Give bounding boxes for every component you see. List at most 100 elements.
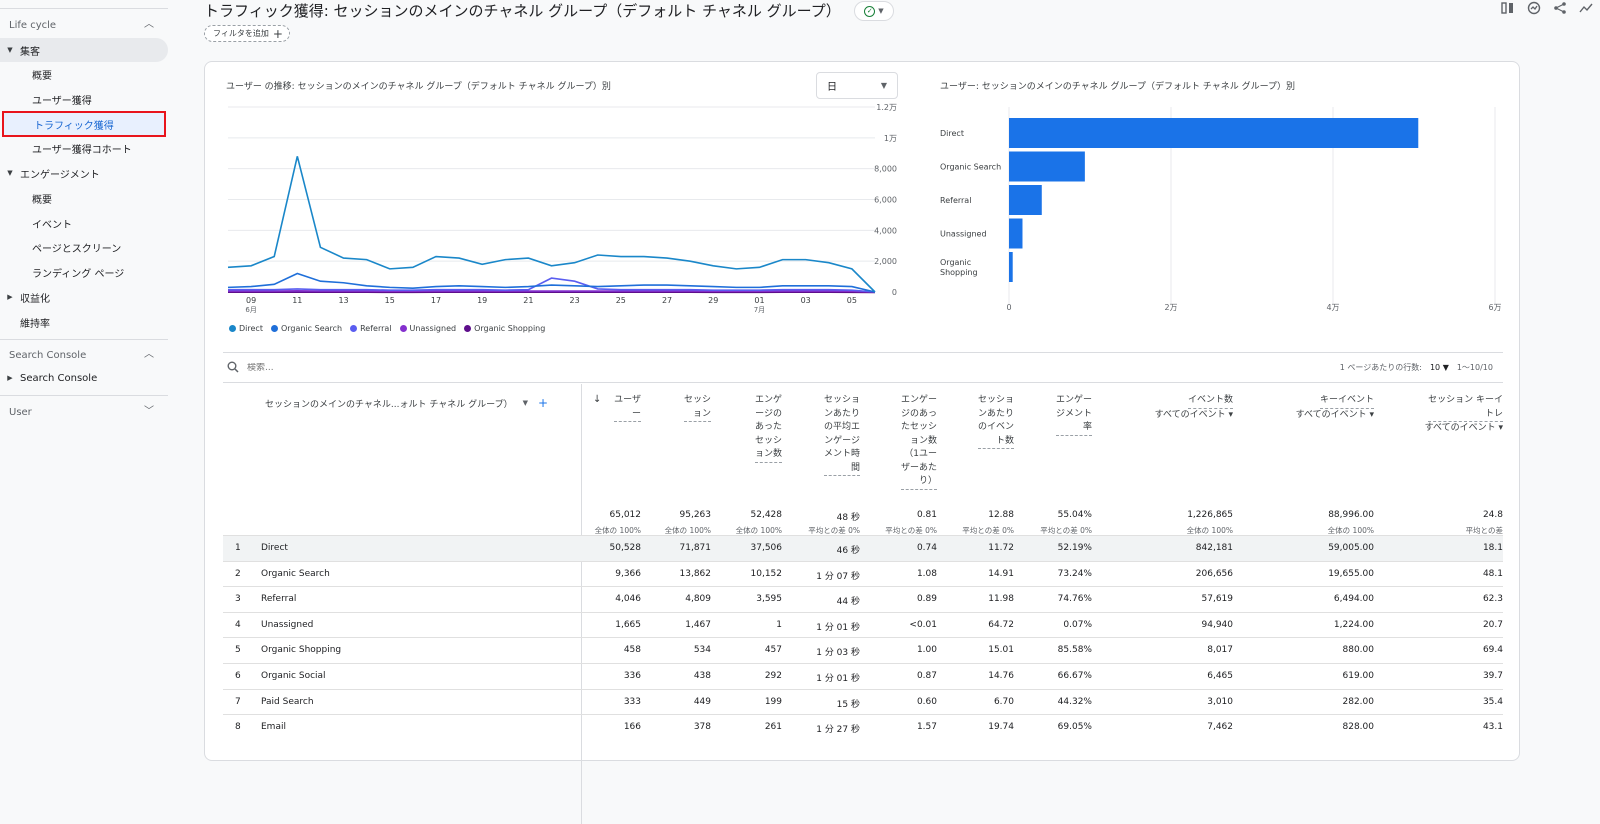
cell-value: 8,017 [1207, 645, 1233, 655]
sidebar-item-traffic-acquisition[interactable]: トラフィック獲得 [2, 111, 166, 137]
bar[interactable] [1009, 219, 1022, 249]
sidebar-group-engagement[interactable]: ▼ エンゲージメント [0, 161, 168, 185]
compare-icon[interactable] [1500, 0, 1516, 16]
sidebar-item-eng-overview[interactable]: 概要 [0, 186, 168, 210]
x-tick-label: 29 [708, 296, 718, 305]
check-circle-icon: ✓ [864, 6, 875, 17]
sidebar-item-pages-screens[interactable]: ページとスクリーン [0, 235, 168, 259]
sidebar-item-label: ページとスクリーン [32, 240, 121, 255]
sort-arrow-icon: ↓ [593, 394, 601, 405]
sidebar-item-user-acquisition[interactable]: ユーザー獲得 [0, 87, 168, 111]
metric-header-event-filter[interactable]: すべてのイベント ▾ [1155, 409, 1233, 423]
sidebar-item-user-acquisition-cohort[interactable]: ユーザー獲得コホート [0, 136, 168, 160]
section-lifecycle-label: Life cycle [9, 20, 56, 31]
share-icon[interactable] [1552, 0, 1568, 16]
metric-column-header[interactable]: セッション キーイ トレすべてのイベント ▾ [1425, 394, 1503, 436]
metric-column-header[interactable]: エンゲ ージの あった セッシ ョン数 [755, 394, 782, 463]
bar[interactable] [1009, 185, 1042, 215]
metric-header-event-filter[interactable]: すべてのイベント ▾ [1425, 422, 1503, 436]
caret-down-icon: ▼ [523, 399, 528, 407]
cell-value: 46 秒 [837, 543, 860, 556]
metric-column-header[interactable]: エンゲー ジメント 率 [1056, 394, 1092, 436]
add-dimension-icon[interactable]: + [538, 396, 548, 410]
x-tick-label: 11 [292, 296, 302, 305]
sidebar-item-label: トラフィック獲得 [34, 117, 114, 132]
cell-value: 0.89 [917, 594, 937, 604]
caret-down-icon: ▼ [881, 81, 887, 90]
row-index: 3 [235, 594, 241, 604]
metric-header-event-filter[interactable]: すべてのイベント ▾ [1296, 409, 1374, 423]
cell-value: 336 [624, 671, 641, 681]
dimension-column-header[interactable]: セッションのメインのチャネル...ォルト チャネル グループ） ▼ + [265, 396, 548, 410]
total-value: 24.8 [1483, 510, 1503, 520]
bar[interactable] [1009, 252, 1013, 282]
sidebar-item-landing-page[interactable]: ランディング ページ [0, 260, 168, 284]
metric-header-label: ユーザ ー [614, 394, 641, 422]
rows-per-page-select[interactable]: 10 ▼ [1430, 363, 1449, 372]
section-lifecycle[interactable]: Life cycle ︿ [0, 12, 168, 38]
metric-column-header[interactable]: セッシ ョン [684, 394, 711, 422]
sidebar-group-acquisition[interactable]: ▼ 集客 [0, 38, 168, 62]
row-index: 5 [235, 645, 241, 655]
table-search-input[interactable] [247, 363, 487, 373]
metric-column-header[interactable]: キーイベントすべてのイベント ▾ [1296, 394, 1374, 422]
legend-item[interactable]: Organic Search [271, 324, 342, 333]
cell-value: 10,152 [751, 569, 783, 579]
section-user[interactable]: User ﹀ [0, 399, 168, 425]
x-tick-sublabel: 7月 [754, 306, 765, 314]
trend-icon[interactable] [1578, 0, 1594, 16]
x-tick-label: 09 [246, 296, 256, 305]
sidebar-item-events[interactable]: イベント [0, 211, 168, 235]
cell-value: 14.91 [988, 569, 1014, 579]
cell-value: 457 [765, 645, 782, 655]
granularity-select[interactable]: 日 ▼ [816, 72, 898, 99]
sidebar-item-retention[interactable]: 維持率 [0, 310, 168, 334]
caret-down-icon: ▼ [0, 169, 20, 177]
bar[interactable] [1009, 152, 1085, 182]
legend-label: Unassigned [410, 324, 457, 333]
add-filter-button[interactable]: フィルタを追加 + [204, 25, 290, 42]
legend-item[interactable]: Direct [229, 324, 263, 333]
row-channel-name: Unassigned [261, 620, 313, 630]
cell-value: 43.1 [1483, 722, 1503, 732]
legend-dot-icon [229, 325, 236, 332]
metric-column-header[interactable]: セッショ ンあたり のイベン ト数 [978, 394, 1014, 449]
search-icon [227, 358, 247, 377]
sidebar-item-overview[interactable]: 概要 [0, 62, 168, 86]
x-tick-label: 15 [385, 296, 395, 305]
cell-value: 449 [694, 697, 711, 707]
bar[interactable] [1009, 118, 1418, 148]
cell-value: 11.72 [988, 543, 1014, 553]
bar-chart-title: ユーザー: セッションのメインのチャネル グループ（デフォルト チャネル グルー… [940, 79, 1295, 92]
section-search-console[interactable]: Search Console ︿ [0, 342, 168, 368]
cell-value: 13,862 [680, 569, 712, 579]
metric-column-header[interactable]: イベント数すべてのイベント ▾ [1155, 394, 1233, 422]
sidebar-group-monetization[interactable]: ▶ 収益化 [0, 285, 168, 309]
sidebar-divider [0, 339, 168, 340]
legend-item[interactable]: Organic Shopping [464, 324, 545, 333]
pagination-controls: 1 ページあたりの行数: 10 ▼ 1〜10/10 [1340, 362, 1493, 373]
report-status-button[interactable]: ✓ ▼ [854, 1, 894, 21]
cell-value: 52.19% [1058, 543, 1092, 553]
metric-column-header[interactable]: ユーザ ー [614, 394, 641, 422]
page-title: トラフィック獲得: セッションのメインのチャネル グループ（デフォルト チャネル… [204, 0, 841, 21]
legend-item[interactable]: Referral [350, 324, 391, 333]
metric-header-label: セッショ ンあたり の平均エ ンゲージ メント時 間 [824, 394, 860, 476]
metric-column-header[interactable]: セッショ ンあたり の平均エ ンゲージ メント時 間 [824, 394, 860, 476]
legend-dot-icon [464, 325, 471, 332]
insights-icon[interactable] [1526, 0, 1542, 16]
caret-down-icon: ▼ [878, 7, 883, 15]
metric-column-header[interactable]: エンゲー ジのあっ たセッシ ョン数 （1ユー ザーあた り） [901, 394, 937, 490]
legend-item[interactable]: Unassigned [400, 324, 457, 333]
cell-value: 1 分 01 秒 [816, 620, 860, 633]
sidebar-group-search-console[interactable]: ▶ Search Console [0, 366, 168, 390]
